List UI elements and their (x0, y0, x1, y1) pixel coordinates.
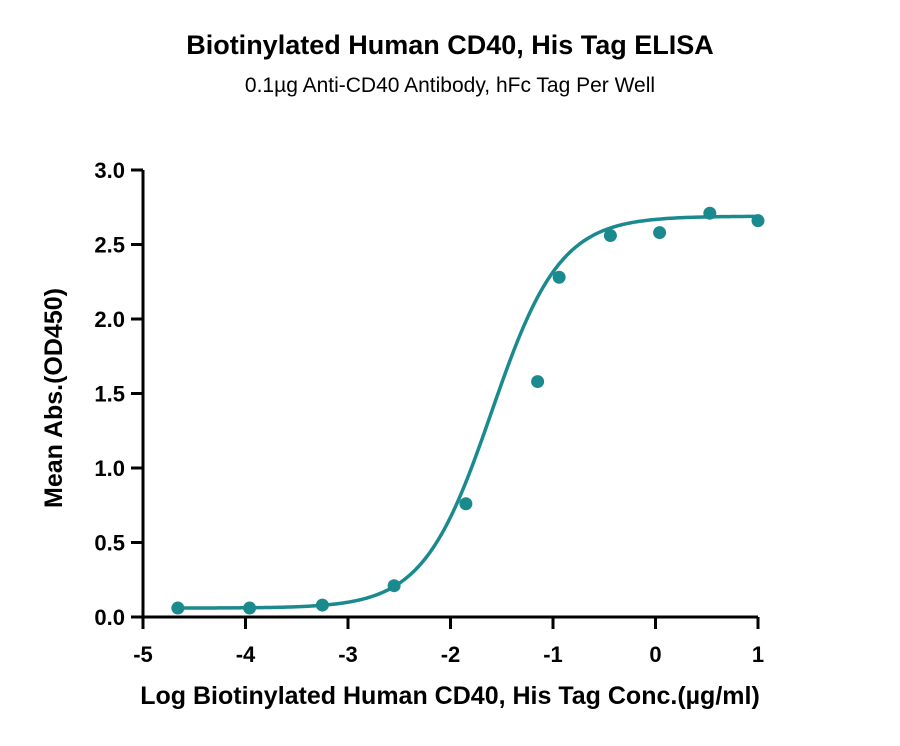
data-point (751, 214, 765, 228)
data-point (653, 226, 667, 240)
y-tick-label: 3.0 (94, 158, 125, 183)
y-tick-label: 1.5 (94, 382, 125, 407)
y-tick-label: 0.0 (94, 605, 125, 630)
x-tick-label: -3 (338, 642, 358, 667)
data-point (603, 229, 617, 243)
fit-curve-layer (177, 214, 759, 610)
y-tick-label: 1.0 (94, 456, 125, 481)
data-point (315, 598, 329, 612)
data-point (531, 375, 545, 389)
y-axis-title: Mean Abs.(OD450) (40, 288, 68, 508)
axes: 0.0 0.5 1.0 1.5 2.0 2.5 3.0 -5 -4 -3 -2 -1 0 1 (94, 158, 764, 667)
data-point (171, 601, 185, 615)
x-tick-label: -2 (441, 642, 461, 667)
x-axis-title: Log Biotinylated Human CD40, His Tag Con… (140, 682, 760, 710)
x-tick-label: -4 (236, 642, 256, 667)
x-tick-label: -5 (133, 642, 153, 667)
y-tick-label: 0.5 (94, 531, 125, 556)
chart-subtitle: 0.1µg Anti-CD40 Antibody, hFc Tag Per We… (244, 74, 656, 97)
data-point (552, 270, 566, 284)
fit-curve (177, 214, 759, 610)
x-tick-label: 1 (752, 642, 764, 667)
data-point (703, 206, 717, 220)
data-point (387, 579, 401, 593)
y-tick-label: 2.0 (94, 307, 125, 332)
data-point (243, 601, 257, 615)
chart-title: Biotinylated Human CD40, His Tag ELISA (186, 30, 714, 60)
x-tick-label: 0 (649, 642, 661, 667)
data-point (459, 497, 473, 511)
data-points-layer (171, 206, 765, 615)
x-tick-label: -1 (543, 642, 563, 667)
y-tick-label: 2.5 (94, 233, 125, 258)
